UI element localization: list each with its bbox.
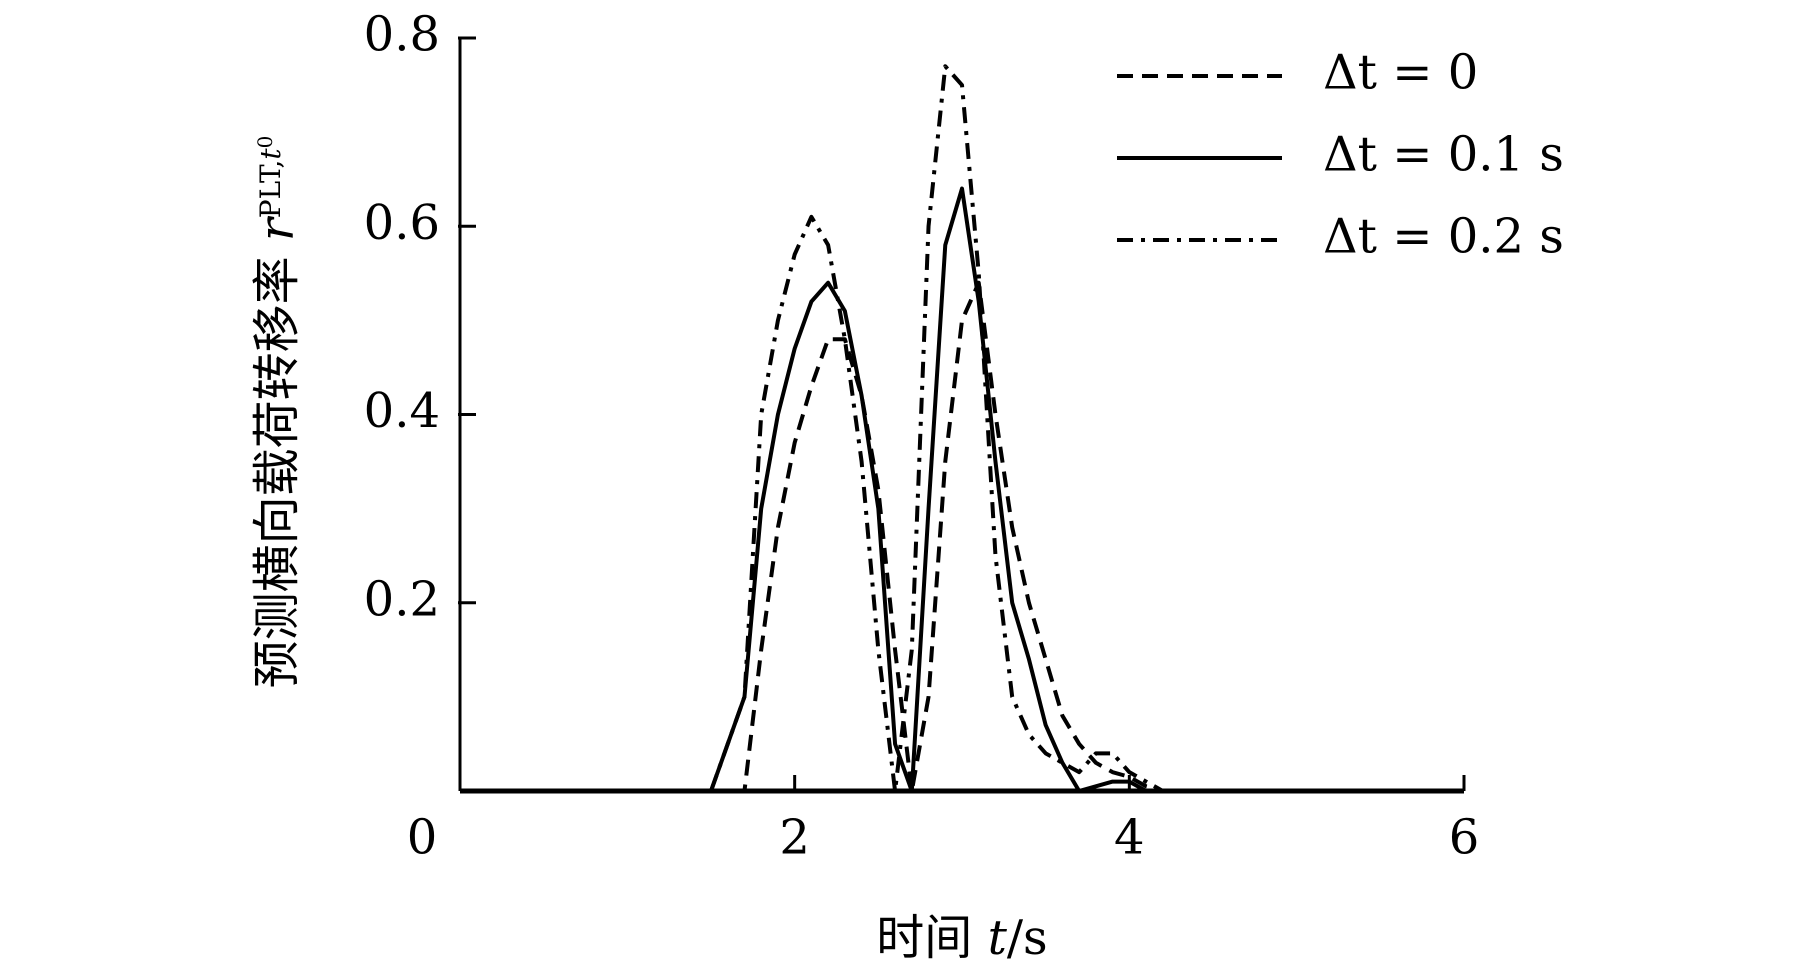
x-tick-label: 4 bbox=[1114, 810, 1145, 866]
y-tick-label: 0.6 bbox=[364, 195, 440, 251]
legend-label: Δt = 0 bbox=[1323, 45, 1478, 101]
series-line bbox=[460, 64, 1464, 793]
x-label-symbol: t bbox=[988, 910, 1008, 964]
x-tick-label: 6 bbox=[1449, 810, 1480, 866]
y-tick-label: 0.8 bbox=[364, 7, 440, 63]
y-tick-label: 0.4 bbox=[364, 383, 440, 439]
x-tick-label: 0 bbox=[407, 810, 438, 866]
y-label-text: 预测横向载荷转移率 bbox=[249, 256, 305, 688]
y-label-symbol: r bbox=[249, 215, 305, 241]
x-tick-label: 2 bbox=[779, 810, 810, 866]
y-label-subscript: 0 bbox=[253, 136, 277, 149]
x-label-unit: /s bbox=[1007, 910, 1048, 964]
y-label-subscript: PLT, bbox=[254, 160, 287, 219]
legend-label: Δt = 0.1 s bbox=[1323, 127, 1564, 183]
y-tick-label: 0.2 bbox=[364, 571, 440, 627]
x-axis-label: 时间 t/s bbox=[876, 910, 1047, 964]
legend-label: Δt = 0.2 s bbox=[1323, 209, 1564, 265]
series-line bbox=[460, 186, 1464, 793]
y-axis-label: 预测横向载荷转移率 rPLT,t0 bbox=[249, 136, 305, 689]
x-label-text: 时间 bbox=[876, 910, 972, 964]
series-line bbox=[460, 280, 1464, 793]
y-label-subscript: t bbox=[254, 148, 287, 160]
